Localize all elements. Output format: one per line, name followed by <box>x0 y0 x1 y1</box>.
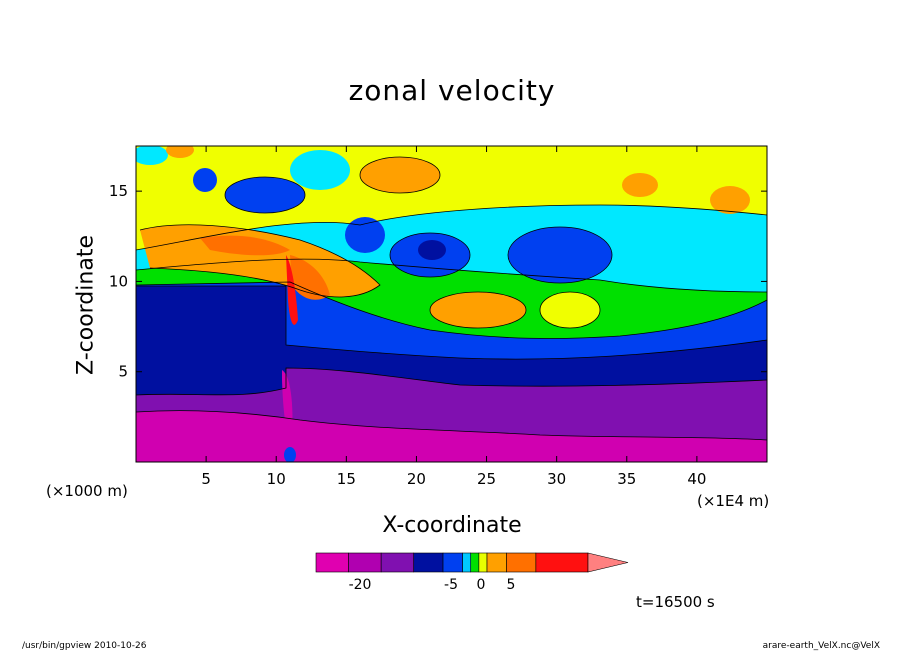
eddy-orange-3 <box>360 157 440 193</box>
x-axis-ticks: 5 10 15 20 25 30 35 40 <box>201 146 706 488</box>
colorbar-extension <box>587 552 629 573</box>
region-orange-core-2 <box>290 255 330 300</box>
colorbar-tick-label: -20 <box>349 577 372 593</box>
colorbar-tick-label: 0 <box>477 577 486 593</box>
eddy-orange-2 <box>710 186 750 214</box>
eddy-orange-4 <box>622 173 658 197</box>
x-unit-label: (×1000 m) <box>46 482 128 500</box>
footer-right: arare-earth_VelX.nc@VelX <box>762 641 880 651</box>
y-tick-label: 10 <box>109 272 128 290</box>
contour-field <box>136 146 767 462</box>
x-tick-label: 10 <box>267 470 286 488</box>
plot-frame <box>135 145 768 463</box>
patch-cyan-2 <box>290 150 350 190</box>
colorbar-swatch <box>348 552 382 573</box>
patch-cyan-3 <box>680 241 720 269</box>
y-tick-label: 5 <box>118 363 128 381</box>
colorbar-swatch <box>462 552 472 573</box>
eddy-blue-4 <box>508 227 612 283</box>
time-label: t=16500 s <box>636 593 715 611</box>
colorbar-swatch <box>486 552 507 573</box>
x-axis-label: X-coordinate <box>382 513 522 538</box>
x-scale-label: (×1E4 m) <box>697 492 770 510</box>
y-tick-label: 15 <box>109 182 128 200</box>
colorbar-swatch <box>315 552 349 573</box>
eddy-yellow-1 <box>540 292 600 328</box>
x-tick-label: 25 <box>477 470 496 488</box>
colorbar-swatch <box>478 552 488 573</box>
eddy-orange-5 <box>166 146 194 158</box>
x-tick-label: 40 <box>687 470 706 488</box>
x-tick-label: 30 <box>547 470 566 488</box>
x-tick-label: 5 <box>201 470 211 488</box>
colorbar-tick-label: -5 <box>444 577 458 593</box>
chart-title: zonal velocity <box>348 74 556 107</box>
core-red <box>286 255 298 325</box>
x-tick-label: 20 <box>407 470 426 488</box>
colorbar-swatch <box>380 552 415 573</box>
colorbar-swatch <box>442 552 463 573</box>
x-tick-label: 35 <box>617 470 636 488</box>
colorbar: -20 -5 0 5 <box>315 552 629 593</box>
eddy-navy-1 <box>418 240 446 260</box>
colorbar-tick-label: 5 <box>507 577 516 593</box>
colorbar-swatch <box>535 552 589 573</box>
footer-left: /usr/bin/gpview 2010-10-26 <box>22 641 147 651</box>
eddy-blue-5 <box>193 168 217 192</box>
core-blue-bottom <box>284 447 296 462</box>
eddy-blue-1 <box>225 177 305 213</box>
region-orange-core <box>200 235 290 256</box>
colorbar-swatch <box>470 552 480 573</box>
eddy-orange-1 <box>430 292 526 328</box>
x-tick-label: 15 <box>337 470 356 488</box>
y-axis-ticks: 5 10 15 <box>109 182 767 381</box>
colorbar-swatch <box>506 552 537 573</box>
contour-lines <box>136 156 767 441</box>
colorbar-swatch <box>413 552 444 573</box>
eddy-blue-2 <box>345 217 385 253</box>
patch-cyan-1 <box>136 146 168 165</box>
core-magenta <box>282 370 293 440</box>
